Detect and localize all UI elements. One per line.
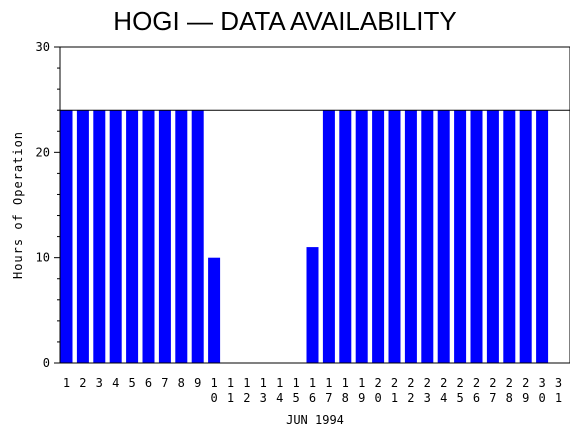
- y-tick-label-20: 20: [36, 145, 50, 159]
- bar-day-7: [158, 110, 171, 363]
- x-tick-label-5: 5: [128, 376, 135, 390]
- y-tick-label-30: 30: [36, 40, 50, 54]
- y-tick-label-10: 10: [36, 251, 50, 265]
- bar-day-6: [142, 110, 155, 363]
- bar-day-26: [470, 110, 483, 363]
- x-tick-label-6: 6: [145, 376, 152, 390]
- y-axis: 0 10 20 30: [36, 40, 60, 370]
- bar-day-17: [322, 110, 335, 363]
- x-tick-label-8: 8: [178, 376, 185, 390]
- bars-layer: [60, 110, 549, 363]
- bar-day-10: [208, 257, 221, 363]
- bar-day-28: [503, 110, 516, 363]
- bar-day-29: [519, 110, 532, 363]
- bar-day-30: [536, 110, 549, 363]
- x-axis-label: JUN 1994: [286, 413, 344, 427]
- bar-day-8: [175, 110, 188, 363]
- bar-day-27: [486, 110, 499, 363]
- bar-day-4: [109, 110, 122, 363]
- x-tick-label-3: 3: [96, 376, 103, 390]
- y-tick-label-0: 0: [43, 356, 50, 370]
- bar-day-21: [388, 110, 401, 363]
- x-axis: 1 2 3 4 5 6 7 8 9 1 01 11 21 31 41 51 61 71 81 92 02 12 22 32 42…: [63, 376, 562, 405]
- bar-day-22: [404, 110, 417, 363]
- plot-frame: [59, 46, 570, 364]
- x-tick-label-7: 7: [161, 376, 168, 390]
- bar-day-1: [60, 110, 73, 363]
- bar-day-2: [76, 110, 89, 363]
- bar-day-25: [454, 110, 467, 363]
- bar-day-18: [339, 110, 352, 363]
- bar-day-24: [437, 110, 450, 363]
- bar-day-5: [126, 110, 139, 363]
- bar-day-20: [372, 110, 385, 363]
- bar-day-3: [93, 110, 106, 363]
- bar-day-9: [191, 110, 204, 363]
- y-axis-label: Hours of Operation: [11, 131, 25, 279]
- x-tick-label-9: 9: [194, 376, 201, 390]
- x-tick-label-4: 4: [112, 376, 119, 390]
- bar-day-19: [355, 110, 368, 363]
- chart-title: HOGI — DATA AVAILABILITY: [113, 6, 456, 36]
- bar-day-23: [421, 110, 434, 363]
- x-tick-label-2: 2: [79, 376, 86, 390]
- x-tick-label-1: 1: [63, 376, 70, 390]
- bar-day-16: [306, 247, 319, 363]
